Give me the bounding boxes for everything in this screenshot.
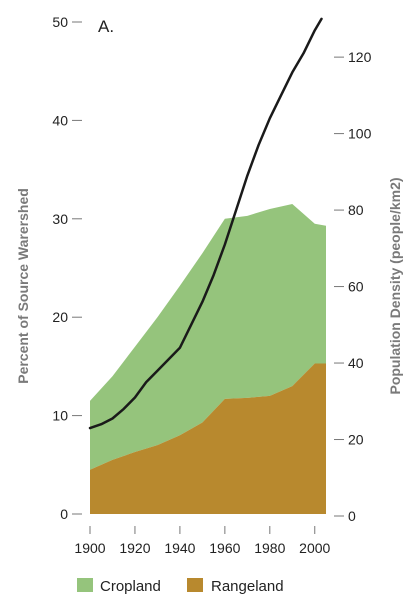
x-tick-label: 1960 <box>209 540 240 556</box>
legend-label-cropland: Cropland <box>100 578 161 595</box>
x-tick-label: 1980 <box>254 540 285 556</box>
panel-label: A. <box>98 17 114 36</box>
line-layer <box>88 17 323 430</box>
right-tick-label: 40 <box>348 355 364 371</box>
right-tick-label: 100 <box>348 126 372 142</box>
x-tick-label: 2000 <box>299 540 330 556</box>
legend-label-rangeland: Rangeland <box>211 578 284 595</box>
right-tick-label: 60 <box>348 279 364 295</box>
left-tick-label: 30 <box>52 211 68 227</box>
right-tick-label: 80 <box>348 202 364 218</box>
rangeland-area <box>90 363 326 514</box>
x-axis: 1900 1920 1940 1960 1980 2000 <box>74 526 331 556</box>
right-tick-label: 0 <box>348 508 356 524</box>
legend-swatch-cropland <box>77 578 93 592</box>
population-density-line <box>88 17 323 430</box>
legend: Cropland Rangeland <box>77 578 284 595</box>
right-axis: 0 20 40 60 80 100 120 <box>334 49 372 524</box>
legend-swatch-rangeland <box>187 578 203 592</box>
right-tick-label: 20 <box>348 432 364 448</box>
right-axis-title: Population Density (people/km2) <box>387 177 403 394</box>
left-tick-label: 10 <box>52 408 68 424</box>
x-tick-label: 1900 <box>74 540 105 556</box>
areas-layer <box>90 204 326 514</box>
left-axis: 0 10 20 30 40 50 <box>52 14 82 522</box>
x-tick-label: 1940 <box>164 540 195 556</box>
left-tick-label: 20 <box>52 309 68 325</box>
right-tick-label: 120 <box>348 49 372 65</box>
left-tick-label: 0 <box>60 506 68 522</box>
left-axis-title: Percent of Source Warershed <box>15 188 31 384</box>
left-tick-label: 40 <box>52 112 68 128</box>
cropland-area <box>90 204 326 470</box>
left-tick-label: 50 <box>52 14 68 30</box>
x-tick-label: 1920 <box>119 540 150 556</box>
